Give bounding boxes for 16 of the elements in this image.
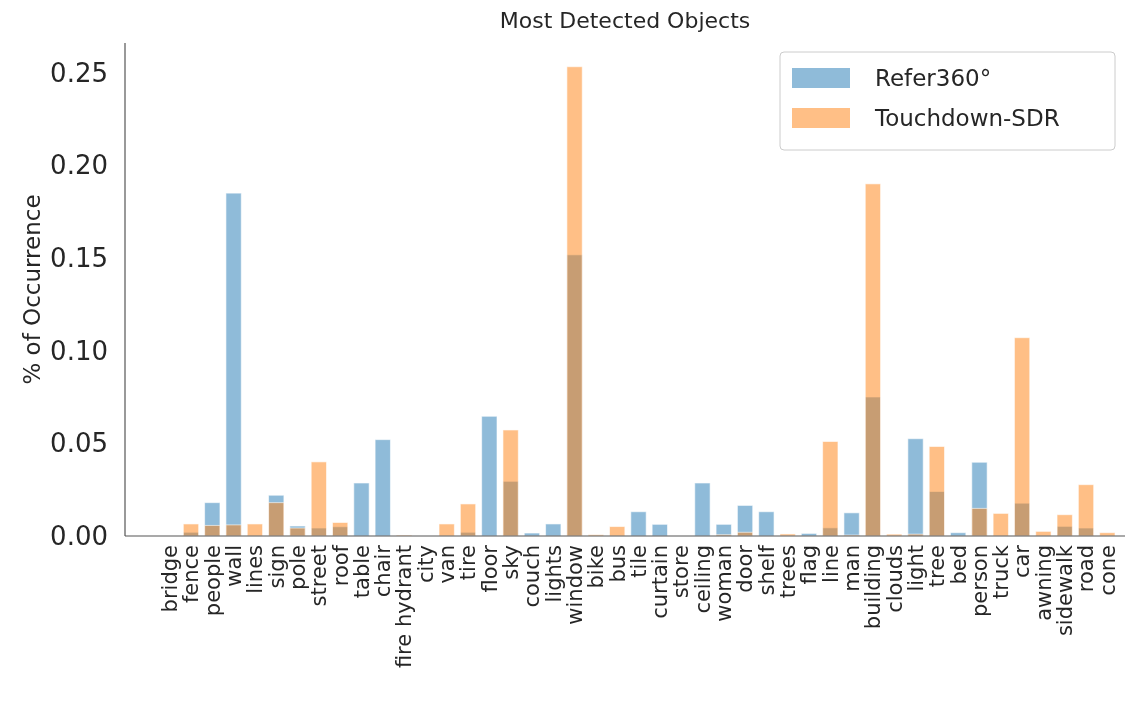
- x-tick-label: lights: [541, 545, 566, 603]
- y-tick-label: 0.15: [50, 243, 108, 274]
- y-tick-label: 0.05: [50, 428, 108, 459]
- y-tick-label: 0.10: [50, 335, 108, 366]
- x-tick-label: people: [200, 545, 225, 617]
- x-tick-label: bridge: [158, 545, 183, 613]
- legend-label: Refer360°: [875, 65, 992, 92]
- x-tick-label: building: [861, 545, 886, 630]
- y-tick-label: 0.00: [50, 521, 108, 552]
- chart-title: Most Detected Objects: [499, 8, 751, 33]
- x-tick-label: light: [903, 545, 928, 592]
- y-tick-label: 0.25: [50, 57, 108, 88]
- legend-label: Touchdown-SDR: [874, 105, 1060, 132]
- x-tick-label: man: [839, 545, 864, 592]
- y-axis-title: % of Occurrence: [19, 194, 45, 385]
- y-tick-label: 0.20: [50, 150, 108, 181]
